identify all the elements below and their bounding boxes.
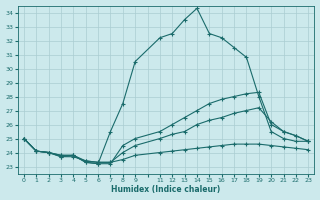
X-axis label: Humidex (Indice chaleur): Humidex (Indice chaleur) xyxy=(111,185,221,194)
